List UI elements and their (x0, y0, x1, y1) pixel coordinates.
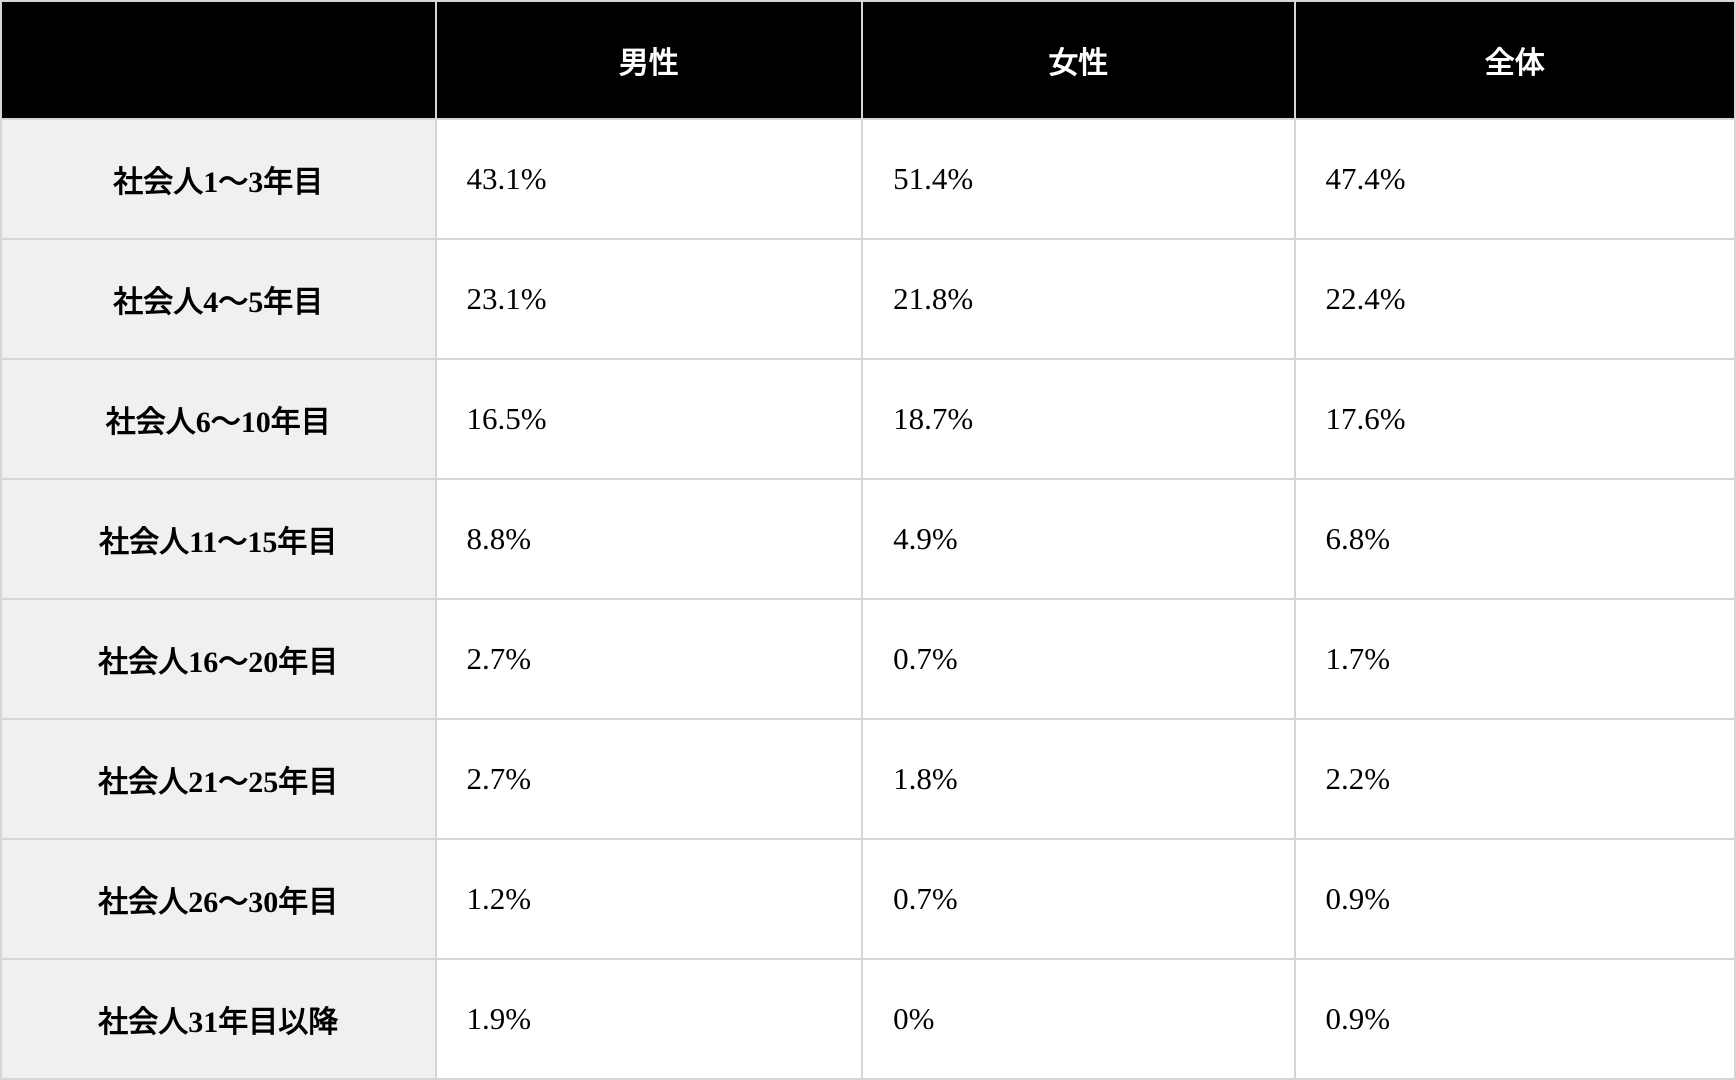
data-cell: 0.9% (1293, 838, 1736, 960)
data-cell: 21.8% (861, 238, 1296, 360)
row-header: 社会人6〜10年目 (0, 358, 437, 480)
data-cell: 17.6% (1293, 358, 1736, 480)
table-header: 男性 女性 全体 (0, 0, 1736, 120)
data-cell: 1.9% (434, 958, 864, 1080)
row-header: 社会人16〜20年目 (0, 598, 437, 720)
data-cell: 0.9% (1293, 958, 1736, 1080)
header-row: 男性 女性 全体 (0, 0, 1736, 120)
table-body: 社会人1〜3年目 43.1% 51.4% 47.4% 社会人4〜5年目 23.1… (0, 118, 1736, 1080)
data-cell: 2.7% (434, 718, 864, 840)
data-cell: 18.7% (861, 358, 1296, 480)
table-row: 社会人1〜3年目 43.1% 51.4% 47.4% (0, 118, 1736, 240)
data-cell: 22.4% (1293, 238, 1736, 360)
data-cell: 8.8% (434, 478, 864, 600)
data-cell: 1.8% (861, 718, 1296, 840)
row-header: 社会人1〜3年目 (0, 118, 437, 240)
data-cell: 51.4% (861, 118, 1296, 240)
table-row: 社会人31年目以降 1.9% 0% 0.9% (0, 958, 1736, 1080)
data-cell: 1.7% (1293, 598, 1736, 720)
row-header: 社会人11〜15年目 (0, 478, 437, 600)
table-row: 社会人21〜25年目 2.7% 1.8% 2.2% (0, 718, 1736, 840)
data-cell: 0.7% (861, 598, 1296, 720)
row-header: 社会人26〜30年目 (0, 838, 437, 960)
corner-header-cell (0, 0, 437, 120)
table-row: 社会人11〜15年目 8.8% 4.9% 6.8% (0, 478, 1736, 600)
data-cell: 23.1% (434, 238, 864, 360)
table-row: 社会人26〜30年目 1.2% 0.7% 0.9% (0, 838, 1736, 960)
data-cell: 1.2% (434, 838, 864, 960)
data-cell: 0% (861, 958, 1296, 1080)
table-row: 社会人4〜5年目 23.1% 21.8% 22.4% (0, 238, 1736, 360)
column-header-male: 男性 (434, 0, 864, 120)
data-cell: 16.5% (434, 358, 864, 480)
row-header: 社会人4〜5年目 (0, 238, 437, 360)
row-header: 社会人21〜25年目 (0, 718, 437, 840)
data-cell: 47.4% (1293, 118, 1736, 240)
data-cell: 0.7% (861, 838, 1296, 960)
column-header-female: 女性 (861, 0, 1296, 120)
table-row: 社会人16〜20年目 2.7% 0.7% 1.7% (0, 598, 1736, 720)
data-cell: 2.2% (1293, 718, 1736, 840)
data-cell: 4.9% (861, 478, 1296, 600)
data-cell: 2.7% (434, 598, 864, 720)
row-header: 社会人31年目以降 (0, 958, 437, 1080)
column-header-total: 全体 (1293, 0, 1736, 120)
data-cell: 43.1% (434, 118, 864, 240)
table-row: 社会人6〜10年目 16.5% 18.7% 17.6% (0, 358, 1736, 480)
data-cell: 6.8% (1293, 478, 1736, 600)
